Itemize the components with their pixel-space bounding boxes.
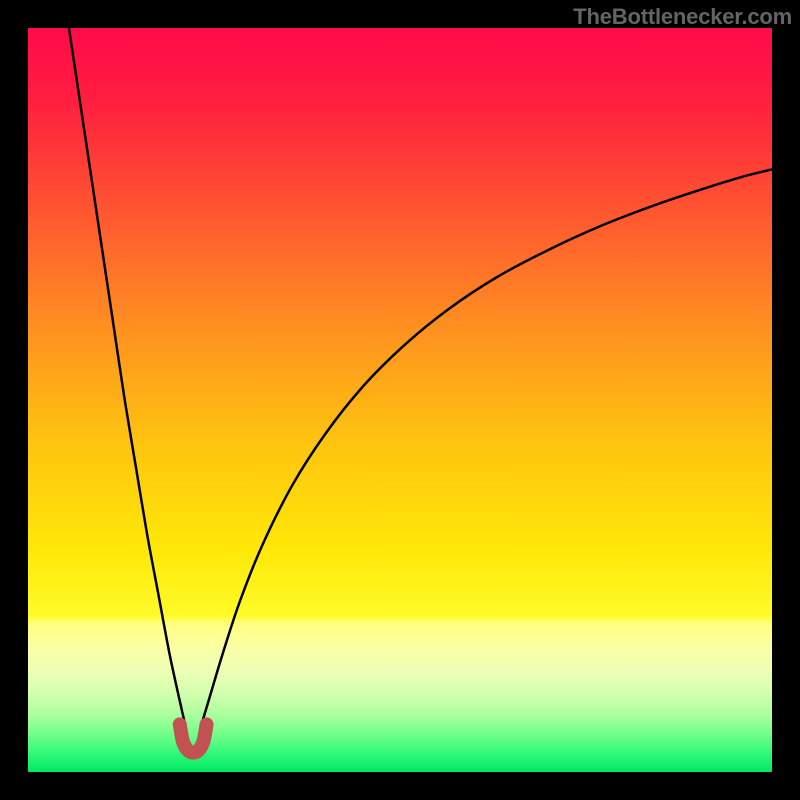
watermark-text: TheBottlenecker.com [573,4,792,30]
chart-stage: TheBottlenecker.com [0,0,800,800]
chart-background [28,28,772,772]
bottleneck-chart [28,28,772,772]
